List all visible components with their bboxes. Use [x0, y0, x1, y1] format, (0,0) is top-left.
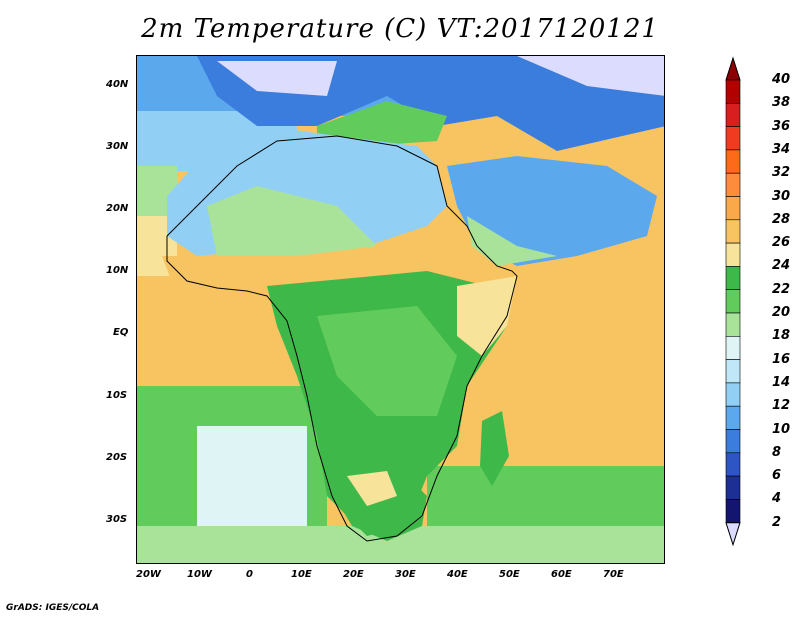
- x-tick-label: 20E: [343, 569, 364, 580]
- colorbar-swatch: [725, 196, 741, 221]
- colorbar-swatch: [725, 172, 741, 197]
- colorbar-label: 16: [772, 351, 791, 367]
- x-tick-label: 10E: [291, 569, 312, 580]
- y-tick-label: 20N: [106, 203, 129, 214]
- y-tick-label: 20S: [106, 452, 128, 463]
- y-tick-label: 30N: [106, 141, 129, 152]
- colorbar-swatch: [725, 289, 741, 314]
- horn-warm: [457, 276, 517, 356]
- x-tick-label: 10W: [187, 569, 212, 580]
- colorbar-swatch: [725, 382, 741, 407]
- colorbar-top-arrow: [725, 56, 741, 81]
- colorbar-swatch: [725, 219, 741, 244]
- colorbar-label: 14: [772, 374, 791, 390]
- colorbar-swatch: [725, 266, 741, 290]
- colorbar-swatch: [725, 475, 741, 500]
- colorbar-label: 18: [772, 328, 791, 344]
- colorbar-label: 2: [772, 514, 782, 530]
- x-tick-label: 70E: [603, 569, 624, 580]
- colorbar-swatch: [725, 452, 741, 477]
- temperature-map: [136, 55, 665, 564]
- y-tick-label: 10N: [106, 265, 129, 276]
- y-tick-label: 10S: [106, 390, 128, 401]
- x-tick-label: 30E: [395, 569, 416, 580]
- y-tick-label: EQ: [113, 327, 129, 338]
- mediterranean: [317, 101, 447, 146]
- colorbar-swatch: [725, 312, 741, 337]
- colorbar-label: 32: [772, 165, 791, 181]
- colorbar-swatch: [725, 335, 741, 360]
- chart-title: 2m Temperature (C) VT:2017120121: [141, 14, 659, 44]
- colorbar-label: 38: [772, 95, 791, 111]
- colorbar: [725, 56, 741, 547]
- colorbar-label: 12: [772, 398, 791, 414]
- sahara-green: [207, 186, 377, 256]
- y-tick-label: 40N: [106, 79, 129, 90]
- asia-cold-patch: [517, 56, 664, 96]
- x-tick-label: 0: [246, 569, 253, 580]
- colorbar-swatch: [725, 242, 741, 267]
- colorbar-label: 40: [772, 72, 791, 87]
- colorbar-label: 34: [772, 141, 791, 157]
- x-tick-label: 40E: [447, 569, 468, 580]
- colorbar-label: 4: [772, 491, 782, 507]
- arabia-coast-green: [467, 216, 557, 266]
- kalahari-warm: [347, 471, 397, 506]
- y-tick-label: 30S: [106, 514, 128, 525]
- colorbar-swatch: [725, 149, 741, 174]
- x-tick-label: 60E: [551, 569, 572, 580]
- colorbar-label: 22: [772, 281, 791, 297]
- madagascar: [480, 411, 509, 486]
- colorbar-swatch: [725, 79, 741, 104]
- colorbar-swatch: [725, 126, 741, 151]
- credit-label: GrADS: IGES/COLA: [6, 603, 100, 613]
- colorbar-label: 26: [772, 235, 791, 251]
- colorbar-label: 30: [772, 188, 791, 204]
- x-tick-label: 50E: [499, 569, 520, 580]
- colorbar-label: 20: [772, 305, 791, 320]
- colorbar-swatch: [725, 405, 741, 430]
- north-cold-patch: [217, 61, 337, 96]
- colorbar-swatch: [725, 102, 741, 127]
- colorbar-swatch: [725, 429, 741, 454]
- colorbar-label: 36: [772, 118, 791, 134]
- colorbar-bottom-arrow: [725, 522, 741, 547]
- colorbar-label: 8: [772, 444, 782, 460]
- colorbar-label: 28: [772, 211, 791, 227]
- coastline: [166, 135, 518, 542]
- colorbar-label: 24: [772, 258, 791, 274]
- colorbar-swatch: [725, 359, 741, 384]
- colorbar-swatch: [725, 499, 741, 523]
- colorbar-label: 10: [772, 421, 791, 437]
- colorbar-label: 6: [772, 468, 782, 484]
- x-tick-label: 20W: [136, 569, 161, 580]
- central-light-green: [317, 306, 457, 416]
